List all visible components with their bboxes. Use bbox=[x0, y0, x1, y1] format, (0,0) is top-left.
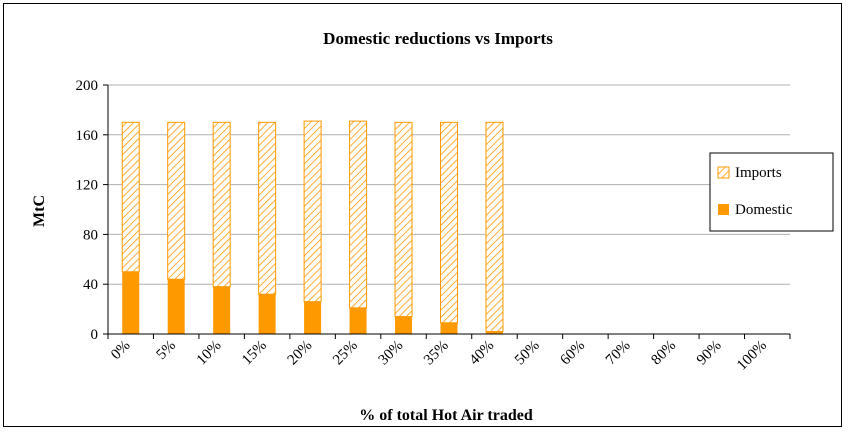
bar-imports bbox=[394, 121, 413, 318]
bar-imports bbox=[167, 121, 186, 280]
legend-swatch-domestic bbox=[718, 204, 729, 215]
y-tick-label: 120 bbox=[76, 178, 99, 194]
x-tick-label: 30% bbox=[376, 338, 407, 369]
bar-domestic bbox=[304, 301, 322, 334]
x-axis-title: % of total Hot Air traded bbox=[359, 407, 533, 424]
x-tick-label: 90% bbox=[694, 338, 725, 369]
x-tick-labels: 0% 5% 10% 15% 20% 25% 30% 35% 40% 50% 60% 70% 80% 90%… bbox=[108, 338, 770, 374]
bar-imports bbox=[212, 121, 231, 288]
x-tick-label: 0% bbox=[108, 338, 133, 363]
x-tick-label: 5% bbox=[154, 338, 179, 363]
legend: Imports Domestic bbox=[709, 152, 834, 232]
y-axis-title: MtC bbox=[31, 195, 48, 227]
x-tick-label: 80% bbox=[648, 338, 679, 369]
chart-title: Domestic reductions vs Imports bbox=[323, 29, 553, 48]
chart-canvas: Domestic reductions vs Imports 0 40 80 120 1… bbox=[31, 29, 834, 424]
bar-imports bbox=[258, 121, 277, 295]
bar-imports bbox=[440, 121, 458, 324]
bar-domestic bbox=[122, 271, 140, 334]
bars bbox=[121, 120, 504, 334]
x-tick-label: 15% bbox=[239, 338, 270, 369]
bar-domestic bbox=[213, 286, 231, 334]
x-tick-label: 10% bbox=[194, 338, 225, 369]
y-tick-label: 80 bbox=[83, 227, 98, 243]
y-tick-label: 160 bbox=[76, 128, 99, 144]
x-tick-label: 20% bbox=[285, 338, 316, 369]
bar-domestic bbox=[349, 307, 367, 334]
legend-swatch-imports bbox=[717, 166, 730, 179]
x-tick-label: 25% bbox=[330, 338, 361, 369]
bar-domestic bbox=[395, 316, 413, 334]
x-tick-label: 100% bbox=[734, 338, 770, 374]
y-tick-label: 40 bbox=[83, 277, 98, 293]
axes bbox=[103, 84, 791, 339]
x-tick-label: 60% bbox=[557, 338, 588, 369]
y-tick-labels: 0 40 80 120 160 200 bbox=[76, 78, 99, 343]
x-tick-label: 70% bbox=[603, 338, 634, 369]
x-tick-label: 50% bbox=[512, 338, 543, 369]
bar-imports bbox=[485, 121, 504, 333]
y-tick-label: 200 bbox=[76, 78, 99, 94]
legend-box bbox=[709, 152, 834, 232]
legend-label-domestic: Domestic bbox=[735, 202, 793, 218]
bar-imports bbox=[303, 120, 322, 303]
bar-imports bbox=[349, 120, 368, 309]
bar-domestic bbox=[485, 331, 503, 334]
legend-label-imports: Imports bbox=[735, 165, 782, 181]
bar-domestic bbox=[258, 294, 276, 334]
bar-imports bbox=[121, 121, 140, 273]
bar-domestic bbox=[167, 279, 185, 334]
x-tick-label: 40% bbox=[467, 338, 498, 369]
bar-domestic bbox=[440, 322, 458, 334]
x-tick-label: 35% bbox=[421, 338, 452, 369]
chart-frame: Domestic reductions vs Imports 0 40 80 120 1… bbox=[3, 3, 842, 427]
y-tick-label: 0 bbox=[91, 327, 99, 343]
